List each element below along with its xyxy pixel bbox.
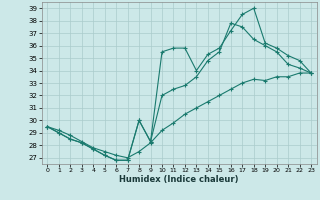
X-axis label: Humidex (Indice chaleur): Humidex (Indice chaleur) [119, 175, 239, 184]
